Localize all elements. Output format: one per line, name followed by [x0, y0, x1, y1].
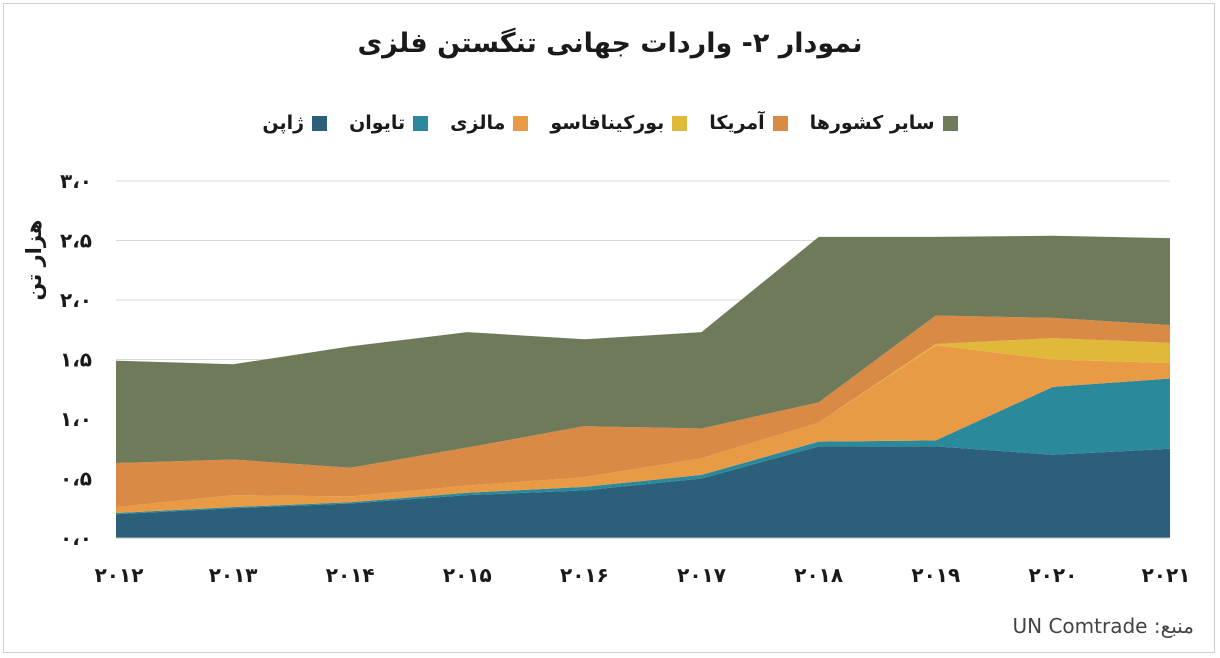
legend-label: بورکینافاسو: [550, 112, 665, 134]
legend-label: مالزی: [450, 112, 506, 134]
x-tick-label: ۲۰۱۹: [911, 563, 960, 587]
legend-label: تایوان: [349, 112, 406, 134]
legend-label: ژاپن: [262, 112, 305, 134]
legend-swatch: [312, 115, 328, 131]
x-tick-label: ۲۰۱۳: [209, 563, 258, 587]
legend-item: آمریکا: [709, 112, 788, 134]
x-tick-label: ۲۰۲۱: [1142, 563, 1191, 587]
x-tick-label: ۲۰۱۷: [677, 563, 726, 587]
x-tick-label: ۲۰۱۴: [326, 563, 375, 587]
legend-swatch: [772, 115, 788, 131]
x-tick-label: ۲۰۱۶: [560, 563, 609, 587]
source-note: منبع: UN Comtrade: [1012, 614, 1195, 638]
y-tick-label: ۰،۵: [60, 467, 92, 491]
y-tick-label: ۰،۰: [60, 526, 92, 550]
chart-title: نمودار ۲- واردات جهانی تنگستن فلزی: [357, 28, 863, 59]
legend-item: سایر کشورها: [810, 112, 958, 134]
area-series-مالزی: [116, 345, 1170, 514]
stacked-areas: [116, 235, 1170, 538]
y-tick-label: ۱،۰: [60, 407, 92, 431]
legend-swatch: [672, 115, 688, 131]
legend-swatch: [942, 115, 958, 131]
legend-item: بورکینافاسو: [550, 112, 688, 134]
y-tick-label: ۳،۰: [60, 169, 92, 193]
y-tick-labels: ۰،۰ ۰،۵ ۱،۰ ۱،۵ ۲،۰ ۲،۵ ۳،۰: [60, 169, 92, 550]
y-tick-label: ۲،۵: [60, 229, 92, 253]
legend-label: سایر کشورها: [809, 112, 935, 134]
legend-item: ژاپن: [262, 112, 328, 134]
x-tick-label: ۲۰۱۲: [95, 563, 144, 587]
x-tick-label: ۲۰۲۰: [1028, 563, 1077, 587]
y-tick-label: ۱،۵: [60, 348, 92, 372]
area-series-سایر کشورها: [116, 235, 1170, 468]
chart-frame: [3, 3, 1215, 653]
legend-item: مالزی: [450, 112, 529, 134]
area-series-تایوان: [116, 378, 1170, 515]
x-tick-labels: ۲۰۱۲ ۲۰۱۳ ۲۰۱۴ ۲۰۱۵ ۲۰۱۶ ۲۰۱۷ ۲۰۱۸ ۲۰۱۹ ۲۰۲۰ ۲۰۲۱: [95, 563, 1191, 587]
area-series-بورکینافاسو: [116, 338, 1170, 508]
legend-swatch: [513, 115, 529, 131]
legend-item: تایوان: [349, 112, 429, 134]
x-tick-label: ۲۰۱۵: [443, 563, 492, 587]
x-tick-label: ۲۰۱۸: [794, 563, 843, 587]
area-series-آمریکا: [116, 315, 1170, 508]
legend-swatch: [413, 115, 429, 131]
legend-label: آمریکا: [709, 112, 765, 134]
chart-legend: ژاپن تایوان مالزی بورکینافاسو آمریکا سایر کشو…: [0, 112, 1220, 134]
area-series-ژاپن: [116, 446, 1170, 538]
y-tick-label: ۲،۰: [60, 288, 92, 312]
